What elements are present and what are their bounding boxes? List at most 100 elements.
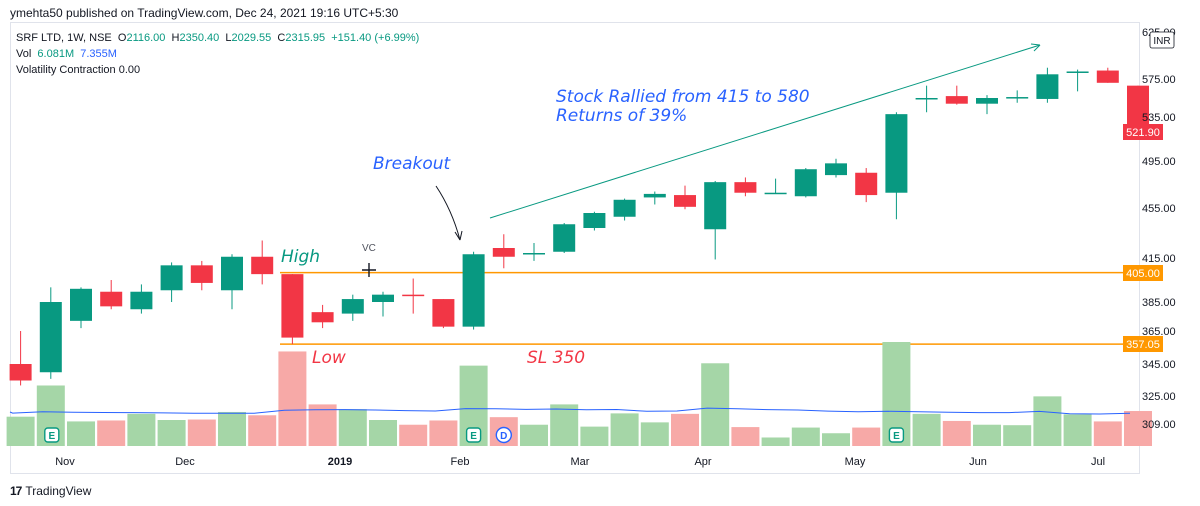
volume-bar bbox=[6, 416, 35, 446]
price-tick-label: 345.00 bbox=[1142, 359, 1176, 371]
volume-bar bbox=[671, 413, 699, 446]
volume-ma-line bbox=[9, 407, 1131, 415]
volume-bar bbox=[973, 424, 1001, 446]
legend-close: 2315.95 bbox=[285, 32, 326, 44]
candle-body bbox=[1127, 85, 1149, 132]
currency-badge bbox=[1149, 31, 1175, 49]
legend-vol-label: Vol bbox=[16, 48, 32, 60]
legend-high: 2350.40 bbox=[179, 32, 220, 44]
candle-body bbox=[251, 256, 274, 275]
volume-bar bbox=[399, 424, 428, 446]
breakout-annotation: Breakout bbox=[373, 154, 451, 174]
volume-bar bbox=[127, 413, 156, 446]
volume-bar bbox=[580, 426, 609, 446]
price-label-text: 521.90 bbox=[1126, 127, 1160, 139]
candle-body bbox=[9, 364, 32, 381]
candle-body bbox=[674, 195, 696, 207]
candle-body bbox=[130, 291, 153, 310]
volume-bar bbox=[1063, 414, 1092, 446]
candle-body bbox=[39, 302, 62, 373]
crosshair-icon bbox=[362, 263, 376, 277]
price-tick-label: 415.00 bbox=[1142, 253, 1176, 265]
candle-body bbox=[976, 98, 998, 104]
candle-body bbox=[764, 192, 787, 195]
candle-body bbox=[160, 265, 183, 291]
volume-bar bbox=[852, 427, 881, 446]
candle-body bbox=[221, 256, 243, 291]
trend-arrow-head bbox=[1030, 43, 1041, 52]
time-tick-label: Mar bbox=[571, 456, 590, 468]
earnings-marker-label: E bbox=[470, 431, 477, 442]
dividend-marker-icon bbox=[495, 426, 512, 444]
legend-low: 2029.55 bbox=[231, 32, 272, 44]
candle-body bbox=[704, 182, 727, 230]
price-label-box bbox=[1123, 336, 1163, 352]
chart-pane[interactable] bbox=[10, 22, 1140, 474]
candle-body bbox=[553, 224, 576, 252]
legend-volume: Vol 6.081M 7.355M bbox=[16, 48, 117, 60]
volume-bar bbox=[278, 351, 307, 446]
time-tick-label: Dec bbox=[175, 456, 195, 468]
currency-badge-label: INR bbox=[1153, 36, 1170, 47]
candle-body bbox=[945, 96, 968, 104]
breakout-arrow-line bbox=[435, 185, 461, 241]
volume-bar bbox=[610, 413, 639, 446]
earnings-marker-icon bbox=[888, 427, 905, 443]
volume-bar bbox=[791, 427, 820, 446]
volume-bar bbox=[701, 363, 730, 446]
price-label-text: 357.05 bbox=[1126, 339, 1160, 351]
low-annotation: Low bbox=[312, 348, 346, 368]
volume-bar bbox=[308, 404, 337, 446]
volume-bar bbox=[822, 433, 850, 446]
legend-vol-value: 6.081M bbox=[37, 48, 75, 60]
legend-change: +151.40 (+6.99%) bbox=[331, 32, 420, 44]
volume-bar bbox=[218, 411, 246, 446]
volume-bar bbox=[369, 420, 397, 446]
price-tick-label: 535.00 bbox=[1142, 112, 1176, 124]
candle-body bbox=[1066, 71, 1089, 73]
footer-brand: 17 TradingView bbox=[10, 484, 91, 498]
candle-body bbox=[583, 213, 606, 228]
candle-body bbox=[432, 299, 455, 327]
candle-body bbox=[794, 169, 817, 197]
candle-body bbox=[311, 312, 334, 323]
footer-brand-name: TradingView bbox=[25, 484, 92, 498]
volume-bar bbox=[1033, 396, 1062, 446]
price-tick-label: 575.00 bbox=[1142, 74, 1176, 86]
price-tick-label: 495.00 bbox=[1142, 156, 1176, 168]
candle-body bbox=[1006, 97, 1029, 99]
candle-body bbox=[462, 254, 485, 327]
vc-marker-label: VC bbox=[362, 243, 376, 254]
candle-body bbox=[1096, 70, 1119, 83]
time-tick-label: Feb bbox=[451, 456, 470, 468]
candle-body bbox=[100, 291, 123, 307]
volume-bar bbox=[1124, 411, 1152, 446]
earnings-marker-label: E bbox=[893, 431, 900, 442]
time-tick-label: Apr bbox=[694, 456, 711, 468]
rally-annotation-line2: Returns of 39% bbox=[556, 106, 688, 126]
volume-bar bbox=[761, 437, 790, 446]
price-label-box bbox=[1123, 265, 1163, 281]
volume-bar bbox=[942, 420, 971, 446]
earnings-marker-label: E bbox=[48, 431, 55, 442]
earnings-marker-icon bbox=[465, 427, 482, 443]
volume-bar bbox=[248, 415, 277, 446]
candle-body bbox=[885, 114, 908, 193]
price-label-text: 405.00 bbox=[1126, 268, 1160, 280]
volume-bar bbox=[187, 419, 216, 446]
candle-body bbox=[70, 288, 92, 321]
candle-body bbox=[915, 98, 938, 100]
candle-body bbox=[1036, 74, 1059, 99]
volume-bar bbox=[1093, 421, 1122, 446]
time-tick-label: Nov bbox=[55, 456, 75, 468]
volume-bar bbox=[550, 404, 579, 446]
price-tick-label: 365.00 bbox=[1142, 326, 1176, 338]
trend-arrow-line bbox=[489, 44, 1041, 219]
legend-l-label: L bbox=[225, 32, 232, 44]
candle-body bbox=[825, 163, 847, 176]
volume-bar bbox=[1003, 425, 1032, 446]
rally-annotation-line1: Stock Rallied from 415 to 580 bbox=[556, 87, 810, 107]
price-tick-label: 325.00 bbox=[1142, 391, 1176, 403]
legend-h-label: H bbox=[171, 32, 180, 44]
